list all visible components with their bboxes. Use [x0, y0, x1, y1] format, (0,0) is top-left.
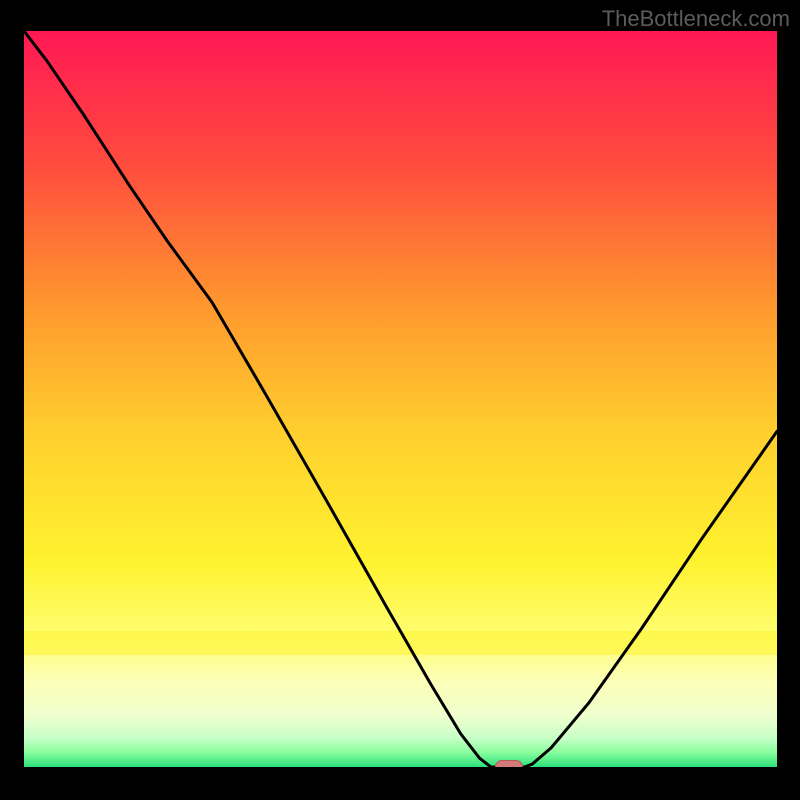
curve-svg [24, 31, 777, 767]
optimal-point-marker [495, 760, 523, 767]
watermark-text: TheBottleneck.com [602, 6, 790, 32]
plot-area [24, 31, 777, 767]
bottleneck-curve [24, 31, 777, 767]
chart-frame: TheBottleneck.com [0, 0, 800, 800]
